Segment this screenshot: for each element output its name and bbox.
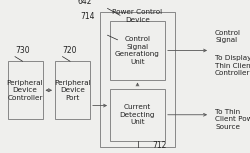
Text: 714: 714 [80,12,94,21]
Text: Control
Signal
Generationg
Unit: Control Signal Generationg Unit [115,36,160,65]
Bar [55,61,90,119]
Text: To Thin
Client Power
Source: To Thin Client Power Source [215,109,250,130]
Bar [110,21,165,80]
Text: 730: 730 [15,46,30,55]
Text: Peripheral
Device
Port: Peripheral Device Port [54,80,91,101]
Bar [110,89,165,141]
Text: Power Control
Device: Power Control Device [112,9,162,23]
Text: To Display
Thin Client
Controller: To Display Thin Client Controller [215,55,250,76]
Text: 720: 720 [62,46,77,55]
Text: 712: 712 [152,141,167,150]
Bar [8,61,42,119]
Text: Current
Detecting
Unit: Current Detecting Unit [120,104,155,125]
Text: 642: 642 [78,0,92,6]
Bar [100,12,175,147]
Text: Peripheral
Device
Controller: Peripheral Device Controller [7,80,43,101]
Text: Control
Signal: Control Signal [215,30,241,43]
